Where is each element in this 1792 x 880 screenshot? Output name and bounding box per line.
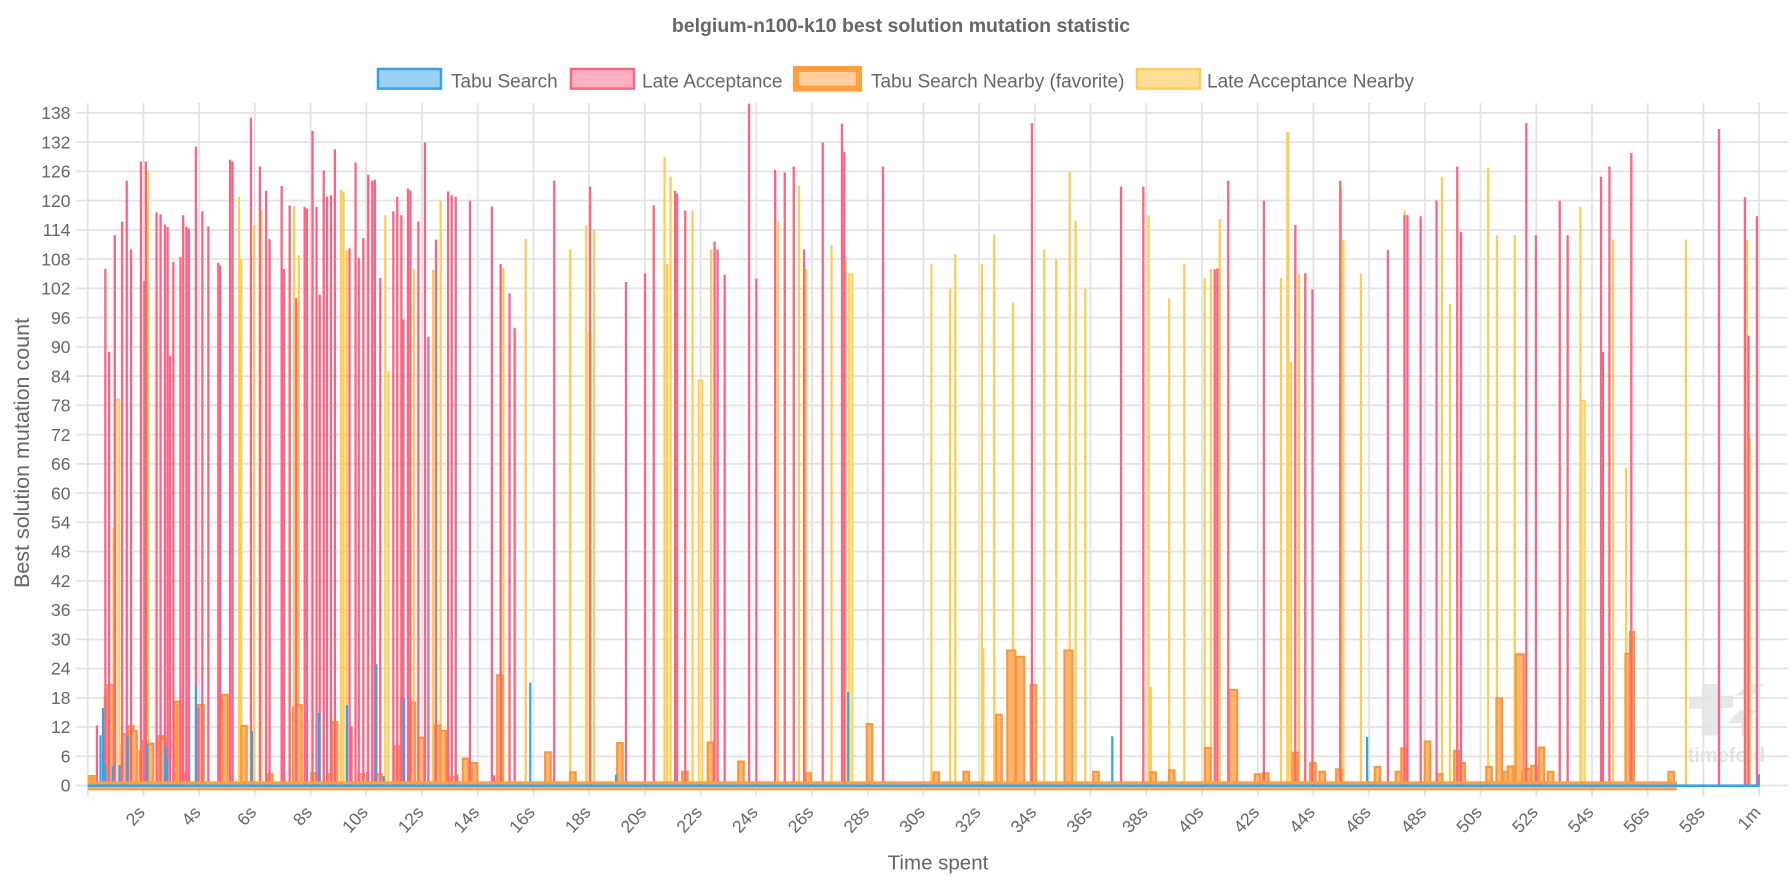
svg-text:18: 18	[51, 688, 70, 708]
svg-text:48: 48	[51, 542, 70, 562]
svg-text:12: 12	[51, 717, 70, 737]
svg-text:30: 30	[51, 630, 71, 650]
svg-text:Tabu Search: Tabu Search	[451, 72, 558, 93]
svg-text:66: 66	[51, 454, 70, 474]
svg-text:60: 60	[51, 483, 71, 503]
svg-text:138: 138	[41, 103, 70, 123]
svg-text:54: 54	[51, 513, 71, 533]
svg-text:36: 36	[51, 600, 70, 620]
svg-text:96: 96	[51, 308, 70, 328]
svg-text:Best solution mutation count: Best solution mutation count	[10, 318, 34, 588]
svg-text:Tabu Search Nearby (favorite): Tabu Search Nearby (favorite)	[871, 72, 1124, 93]
svg-text:42: 42	[51, 571, 70, 591]
svg-text:72: 72	[51, 425, 70, 445]
svg-text:0: 0	[61, 776, 71, 796]
svg-text:belgium-n100-k10 best solution: belgium-n100-k10 best solution mutation …	[672, 15, 1130, 37]
svg-text:84: 84	[51, 366, 71, 386]
svg-text:6: 6	[61, 747, 71, 767]
svg-text:126: 126	[41, 162, 70, 182]
svg-text:78: 78	[51, 396, 70, 416]
svg-text:Late Acceptance: Late Acceptance	[642, 72, 783, 93]
svg-text:Time spent: Time spent	[888, 852, 989, 875]
svg-text:90: 90	[51, 337, 71, 357]
svg-text:132: 132	[41, 132, 70, 152]
svg-text:Late Acceptance Nearby: Late Acceptance Nearby	[1207, 72, 1415, 93]
svg-text:24: 24	[51, 659, 71, 679]
svg-text:102: 102	[41, 279, 70, 299]
svg-text:114: 114	[43, 220, 71, 240]
svg-text:120: 120	[41, 191, 70, 211]
svg-text:108: 108	[41, 249, 70, 269]
